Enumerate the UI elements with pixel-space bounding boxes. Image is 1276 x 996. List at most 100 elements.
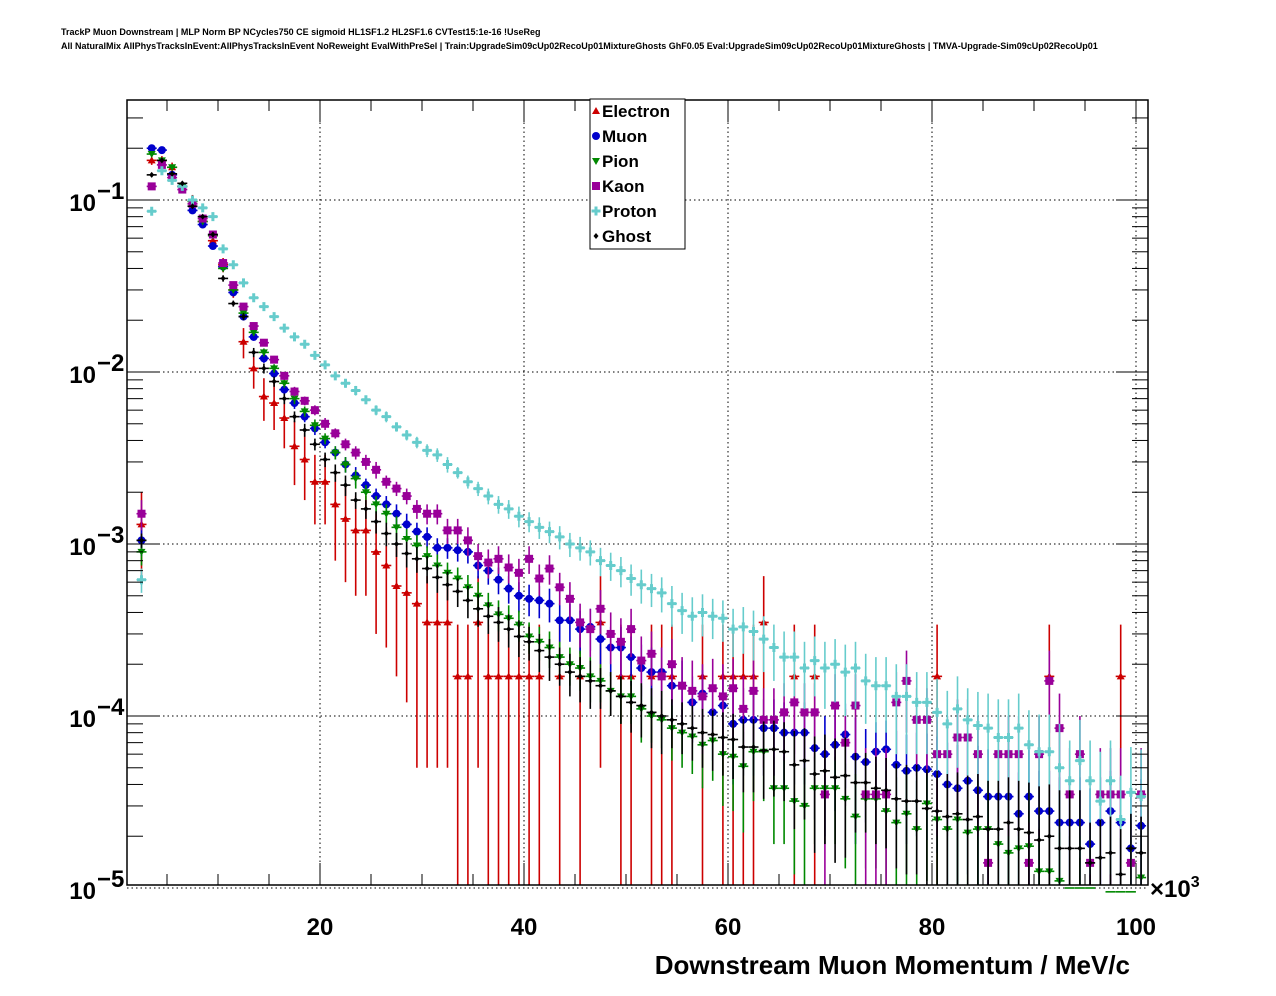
data-point — [473, 484, 483, 494]
data-point — [873, 785, 879, 792]
data-point — [759, 715, 768, 724]
data-point — [190, 203, 195, 210]
data-point — [840, 667, 850, 677]
data-point — [963, 715, 973, 725]
data-point — [463, 536, 472, 545]
data-point — [300, 396, 309, 405]
data-point — [942, 719, 952, 729]
data-point — [239, 337, 248, 345]
data-point — [626, 574, 636, 584]
x-multiplier-exponent: 3 — [1191, 874, 1200, 891]
legend-marker-muon — [592, 132, 600, 140]
data-point — [179, 180, 185, 187]
data-point — [269, 312, 279, 322]
data-point — [535, 596, 544, 605]
data-point — [220, 275, 226, 282]
data-point — [1138, 849, 1144, 856]
data-point — [514, 591, 523, 600]
data-point — [740, 744, 746, 751]
data-point — [137, 575, 146, 585]
data-point — [525, 672, 534, 680]
data-point — [606, 560, 616, 570]
data-point — [208, 212, 218, 222]
data-point — [944, 813, 950, 820]
legend-marker-electron — [592, 107, 600, 114]
data-point — [965, 816, 971, 823]
data-point — [382, 510, 391, 518]
x-tick-label: 20 — [307, 914, 334, 941]
data-point — [412, 527, 421, 536]
data-point — [679, 720, 685, 727]
x-multiplier-label: ×103 — [1150, 874, 1200, 903]
data-point — [455, 588, 461, 595]
data-point — [321, 477, 330, 485]
y-tick-exponent: −2 — [97, 350, 124, 377]
data-point — [576, 618, 585, 627]
data-point — [208, 236, 217, 244]
y-tick-label: 10 — [69, 362, 96, 389]
data-point — [280, 371, 289, 380]
data-point — [361, 526, 370, 534]
data-point — [200, 213, 206, 220]
data-point — [832, 774, 838, 781]
data-point — [372, 465, 381, 474]
data-point — [218, 244, 228, 254]
data-point — [812, 771, 818, 778]
data-point — [424, 565, 430, 572]
data-point — [465, 597, 471, 604]
data-point — [382, 477, 391, 486]
data-point — [300, 408, 309, 416]
series-pion — [136, 151, 1147, 893]
y-tick-labels: 10−110−210−310−410−5 — [69, 178, 125, 905]
series-ghost — [136, 157, 1147, 885]
data-point — [361, 395, 371, 405]
data-point — [883, 787, 889, 794]
data-point — [383, 530, 389, 537]
data-point — [208, 242, 217, 251]
data-point — [310, 350, 320, 360]
data-point — [496, 619, 501, 626]
data-point — [739, 672, 748, 680]
data-point — [241, 313, 246, 320]
data-point — [443, 459, 452, 469]
axis-ticks — [127, 100, 1148, 885]
data-point — [331, 429, 340, 438]
data-point — [677, 606, 687, 616]
data-point — [312, 441, 318, 448]
data-point — [453, 468, 463, 478]
data-point — [933, 672, 942, 680]
data-point — [659, 713, 665, 719]
data-point — [687, 611, 697, 621]
legend-label-pion: Pion — [602, 152, 639, 171]
data-point — [290, 395, 299, 403]
data-point — [504, 504, 514, 514]
data-point — [790, 698, 799, 707]
data-point — [955, 810, 960, 817]
data-point — [382, 561, 391, 569]
data-point — [229, 281, 238, 290]
data-point — [739, 704, 748, 713]
data-point — [341, 514, 350, 522]
data-point — [402, 520, 411, 529]
data-point — [423, 618, 432, 626]
data-point — [402, 492, 411, 501]
legend-marker-ghost — [593, 233, 599, 239]
data-point — [300, 339, 310, 349]
data-point — [830, 659, 840, 669]
data-point — [453, 546, 462, 555]
y-tick-label: 10 — [69, 190, 96, 217]
data-point — [751, 744, 756, 751]
data-point — [535, 574, 544, 583]
data-point — [351, 475, 360, 483]
data-point — [412, 437, 422, 447]
data-point — [372, 547, 381, 555]
data-point — [392, 509, 401, 518]
data-point — [565, 594, 574, 603]
data-point — [147, 206, 157, 216]
data-point — [616, 637, 625, 646]
data-point — [249, 329, 258, 337]
data-point — [769, 715, 778, 724]
data-point — [147, 144, 156, 153]
data-point — [361, 489, 370, 497]
